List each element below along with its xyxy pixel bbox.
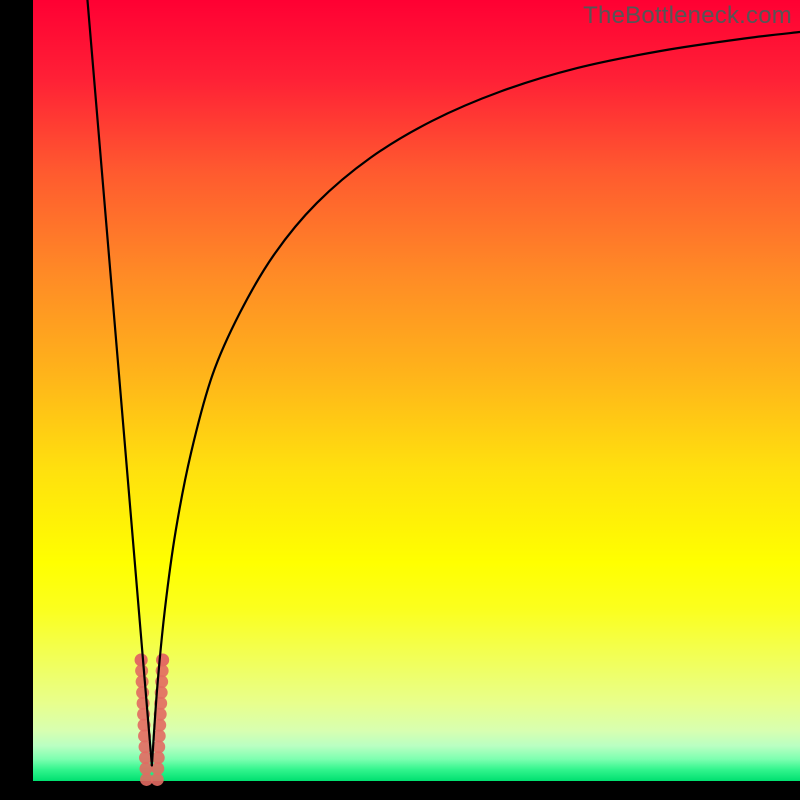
- near-min-marker: [156, 664, 169, 677]
- bottleneck-chart-canvas: TheBottleneck.com: [0, 0, 800, 800]
- near-min-marker: [136, 686, 149, 699]
- near-min-marker: [154, 708, 167, 721]
- near-min-marker: [151, 762, 164, 775]
- gradient-background: [33, 0, 800, 781]
- near-min-marker: [152, 740, 165, 753]
- near-min-marker: [140, 773, 153, 786]
- watermark-text: TheBottleneck.com: [583, 2, 792, 30]
- curve-left-arm: [87, 0, 151, 765]
- plot-black-frame: [0, 0, 800, 800]
- near-min-marker: [135, 653, 148, 666]
- near-min-marker: [155, 686, 168, 699]
- near-min-marker: [156, 653, 169, 666]
- near-min-marker: [153, 719, 166, 732]
- near-min-marker: [140, 762, 153, 775]
- near-min-marker: [155, 675, 168, 688]
- curve-right-arm: [152, 32, 800, 765]
- near-min-marker: [135, 653, 148, 666]
- near-min-marker: [153, 729, 166, 742]
- near-min-marker: [137, 708, 150, 721]
- near-min-marker: [156, 653, 169, 666]
- chart-svg-layer: [0, 0, 800, 800]
- near-min-marker: [139, 740, 152, 753]
- near-min-marker: [137, 697, 150, 710]
- near-min-marker: [139, 751, 152, 764]
- near-min-marker: [154, 697, 167, 710]
- near-min-markers-group: [135, 653, 169, 785]
- near-min-marker: [138, 729, 151, 742]
- near-min-marker: [138, 719, 151, 732]
- near-min-marker: [136, 675, 149, 688]
- near-min-marker: [152, 751, 165, 764]
- near-min-marker: [151, 773, 164, 786]
- near-min-marker: [135, 664, 148, 677]
